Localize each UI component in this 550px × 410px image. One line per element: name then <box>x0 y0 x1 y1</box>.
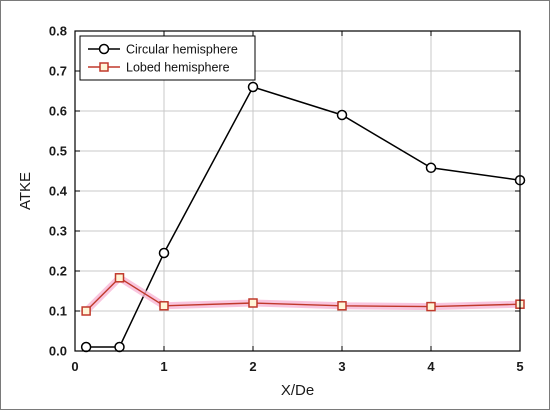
data-point <box>426 301 436 312</box>
y-tick-label: 0.1 <box>49 304 67 319</box>
x-tick-label: 1 <box>160 359 167 374</box>
y-tick-label: 0.3 <box>49 224 67 239</box>
data-point <box>114 341 125 353</box>
series <box>80 81 526 353</box>
x-tick-label: 0 <box>71 359 78 374</box>
y-tick-label: 0.7 <box>49 64 67 79</box>
series-lobed <box>81 273 525 316</box>
y-tick-label: 0.5 <box>49 144 67 159</box>
legend-marker-lobed <box>99 62 109 72</box>
y-tick-label: 0.2 <box>49 264 67 279</box>
data-point <box>247 81 259 93</box>
legend-label-lobed: Lobed hemisphere <box>126 61 230 75</box>
data-point <box>114 273 125 283</box>
legend-entry-circular: Circular hemisphere <box>88 43 238 57</box>
data-point <box>81 306 91 316</box>
x-tick-label: 4 <box>427 359 435 374</box>
data-point <box>425 162 437 174</box>
data-point <box>158 247 170 259</box>
x-tick-label: 2 <box>249 359 256 374</box>
data-point <box>159 301 169 311</box>
legend-entry-lobed: Lobed hemisphere <box>88 61 230 75</box>
x-tick-label: 5 <box>516 359 523 374</box>
x-tick-label: 3 <box>338 359 345 374</box>
y-tick-label: 0.6 <box>49 104 67 119</box>
data-point <box>336 109 348 121</box>
series-circular <box>80 81 526 353</box>
legend-box <box>79 35 256 81</box>
data-point <box>248 298 258 308</box>
y-tick-label: 0.8 <box>49 24 67 39</box>
x-tick-labels: 0 1 2 3 4 5 <box>71 359 523 374</box>
y-tick-labels: 0.0 0.1 0.2 0.3 0.4 0.5 0.6 0.7 0.8 <box>49 24 68 359</box>
data-point <box>80 341 92 353</box>
legend-marker-circular <box>98 43 110 55</box>
legend: Circular hemisphere Lobed hemisphere <box>79 35 256 81</box>
plot-border <box>74 30 521 352</box>
data-point <box>337 301 347 311</box>
y-axis-label: ATKE <box>17 172 34 210</box>
y-tick-label: 0.4 <box>49 184 68 199</box>
y-tick-label: 0.0 <box>49 344 67 359</box>
legend-label-circular: Circular hemisphere <box>126 43 238 57</box>
x-axis-label: X/De <box>281 382 314 399</box>
